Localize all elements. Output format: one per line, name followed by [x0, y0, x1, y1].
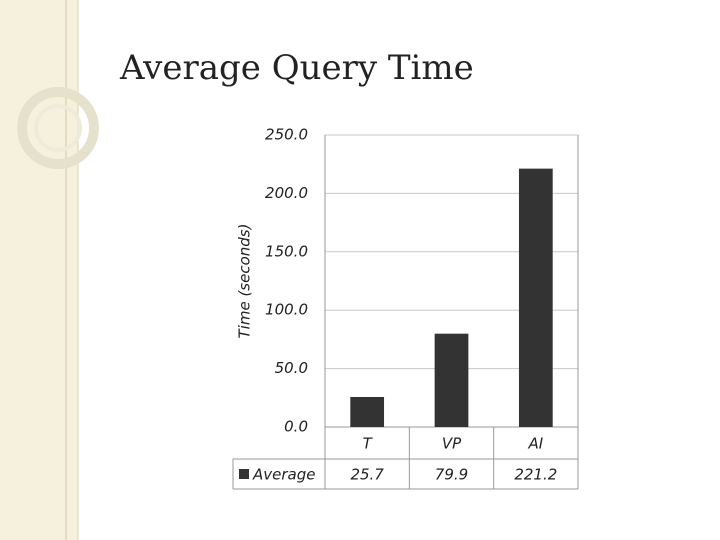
slide-title: Average Query Time	[119, 48, 474, 88]
x-tick-label: AI	[527, 435, 543, 453]
x-tick-label: VP	[442, 435, 462, 453]
table-value: 221.2	[514, 466, 557, 484]
legend-key	[239, 469, 249, 479]
y-tick-label: 0.0	[284, 418, 308, 436]
decor-circle	[34, 104, 82, 152]
legend-label: Average	[252, 466, 315, 484]
decor-circle	[17, 87, 99, 169]
y-tick-label: 200.0	[265, 184, 308, 202]
bar	[350, 396, 385, 427]
bar	[434, 333, 469, 427]
x-tick-label: T	[363, 435, 374, 453]
y-tick-label: 50.0	[275, 359, 308, 377]
bar	[518, 168, 553, 427]
plot: 0.0 50.0 100.0 150.0 200.0 250.0 Average 25.7 79…	[232, 126, 579, 490]
y-tick-label: 250.0	[265, 126, 308, 144]
table-value: 79.9	[435, 466, 468, 484]
y-tick-label: 100.0	[265, 301, 308, 319]
table-value: 25.7	[350, 466, 384, 484]
y-tick-label: 150.0	[265, 242, 308, 260]
y-axis-label: Time (seconds)	[236, 224, 254, 339]
